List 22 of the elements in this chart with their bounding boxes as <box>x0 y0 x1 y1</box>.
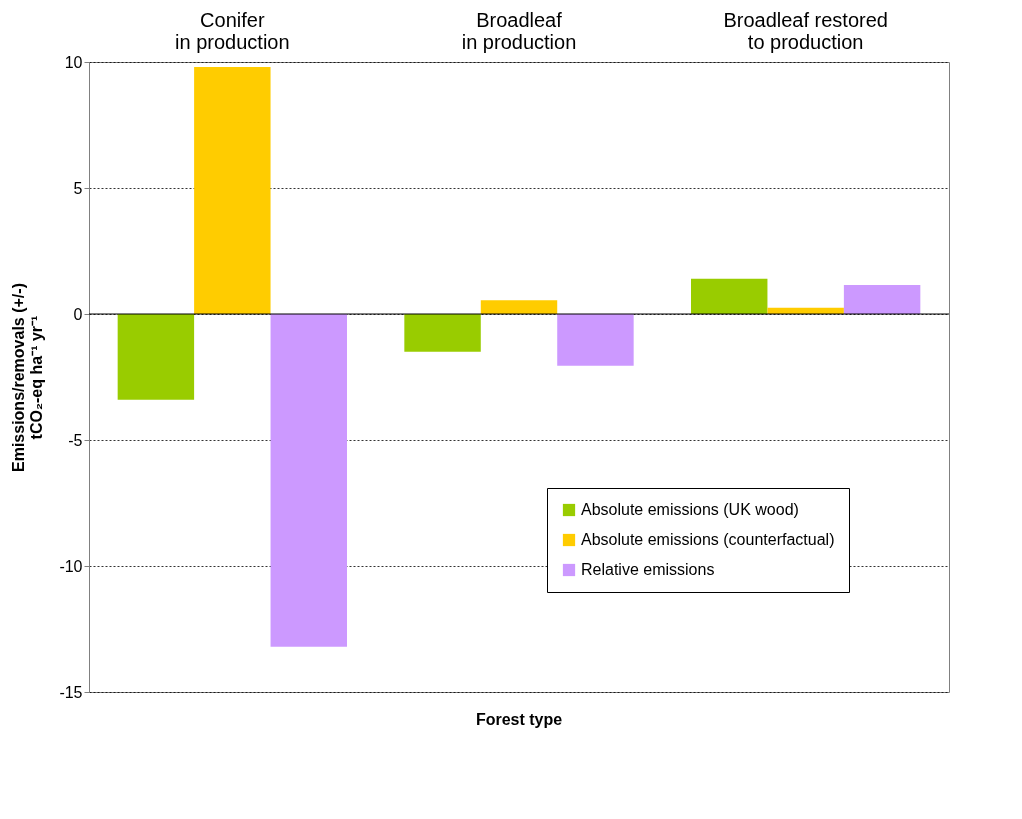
y-tick-label: 5 <box>73 179 83 197</box>
y-axis-title: Emissions/removals (+/-) tCO₂-eq ha⁻¹ yr⁻¹ <box>10 283 46 472</box>
y-tick-label: -5 <box>68 431 83 449</box>
legend-label: Relative emissions <box>581 561 715 578</box>
bar <box>843 285 921 314</box>
y-tick-label: 10 <box>64 53 83 71</box>
bar <box>691 278 768 314</box>
y-tick-label: 0 <box>73 305 83 323</box>
x-tick-label: Broadleaf in production <box>461 8 577 53</box>
x-tick-label: Conifer in production <box>175 8 290 53</box>
legend-label: Absolute emissions (counterfactual) <box>581 531 835 548</box>
bar <box>270 314 347 647</box>
y-tick-label: -15 <box>59 683 83 701</box>
bar <box>117 314 195 400</box>
bar <box>404 314 481 352</box>
bar <box>557 314 634 366</box>
x-axis-title: Forest type <box>475 711 563 728</box>
x-tick-label: Broadleaf restored to production <box>723 8 888 53</box>
legend-label: Absolute emissions (UK wood) <box>581 501 799 518</box>
bar <box>480 300 558 314</box>
y-tick-label: -10 <box>59 557 83 575</box>
bar <box>194 67 271 314</box>
